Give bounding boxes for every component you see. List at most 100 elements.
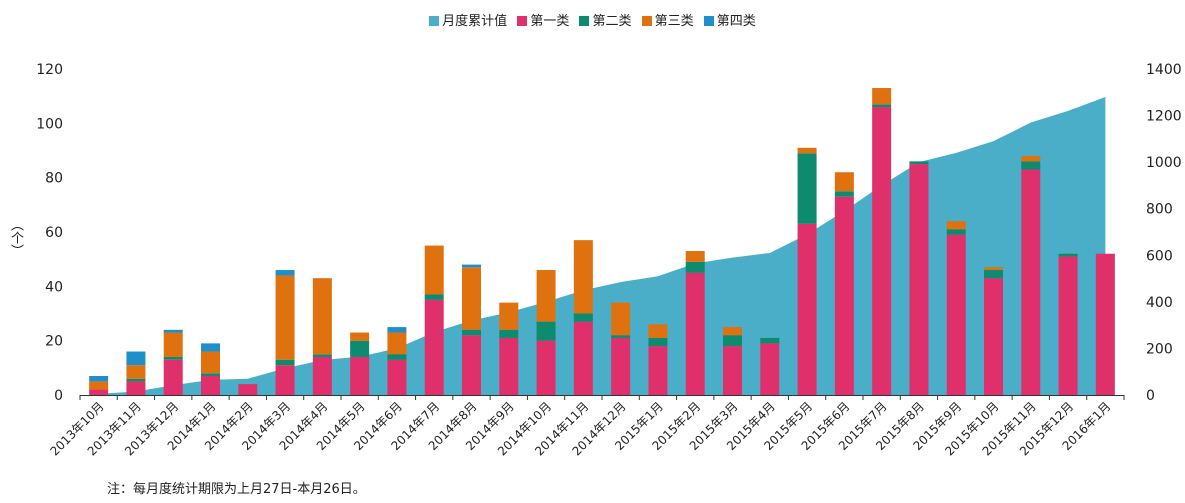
bar-segment-series-2 — [909, 161, 929, 165]
bar-segment-series-1 — [387, 359, 407, 395]
bar-segment-series-1 — [909, 164, 929, 395]
bar-segment-series-1 — [760, 343, 780, 395]
y-right-tick-label: 600 — [1146, 248, 1173, 264]
bar-segment-series-2 — [536, 321, 556, 341]
bar-segment-series-1 — [1095, 253, 1115, 395]
bar-segment-series-1 — [1021, 169, 1041, 395]
bar-segment-series-4 — [275, 270, 295, 276]
legend-label-series-2: 第二类 — [592, 14, 632, 29]
bar-segment-series-3 — [797, 147, 817, 154]
bar-segment-series-1 — [611, 337, 631, 395]
y-right-tick-label: 400 — [1146, 295, 1173, 311]
bar-segment-series-2 — [946, 229, 966, 235]
bar-segment-series-3 — [984, 267, 1003, 271]
bar-segment-series-2 — [760, 337, 780, 344]
bar-segment-series-1 — [89, 389, 109, 395]
legend-label-area: 月度累计值 — [442, 14, 508, 29]
bar-segment-series-2 — [723, 335, 742, 347]
y-left-tick-label: 60 — [45, 225, 63, 241]
bar-segment-series-3 — [462, 267, 481, 330]
bar-segment-series-1 — [163, 359, 183, 395]
bar-segment-series-3 — [573, 240, 593, 314]
bar-segment-series-3 — [350, 332, 370, 341]
legend-label-series-4: 第四类 — [716, 14, 756, 29]
bar-segment-series-3 — [872, 88, 892, 105]
bar-segment-series-3 — [685, 251, 705, 262]
bar-segment-series-3 — [126, 365, 146, 379]
bar-segment-series-2 — [275, 359, 295, 366]
y-right-tick-label: 200 — [1146, 341, 1173, 357]
bar-segment-series-2 — [462, 329, 481, 336]
bar-segment-series-2 — [126, 378, 146, 382]
legend-label-series-1: 第一类 — [530, 14, 570, 29]
bar-segment-series-1 — [1058, 256, 1078, 395]
bar-segment-series-1 — [275, 365, 295, 395]
legend-label-series-3: 第三类 — [654, 14, 694, 29]
y-left-tick-label: 0 — [54, 388, 63, 404]
bar-segment-series-1 — [499, 337, 519, 395]
legend-swatch-area — [429, 16, 440, 26]
bar-segment-series-3 — [312, 278, 332, 355]
bar-segment-series-4 — [387, 327, 407, 333]
y-left-tick-label: 120 — [36, 62, 63, 78]
y-left-tick-label: 20 — [45, 334, 63, 350]
legend-item-series-1[interactable]: 第一类 — [517, 10, 569, 29]
bar-segment-series-2 — [1021, 161, 1041, 170]
legend-swatch-series-2 — [579, 16, 590, 26]
bar-segment-series-1 — [424, 299, 444, 395]
footnote: 注：每月度统计期限为上月27日-本月26日。 — [107, 482, 366, 497]
bar-segment-series-2 — [573, 313, 593, 322]
bar-segment-series-2 — [984, 270, 1003, 279]
legend-item-area[interactable]: 月度累计值 — [429, 10, 507, 29]
bar-segment-series-2 — [797, 153, 817, 224]
chart-legend: 月度累计值 第一类 第二类 第三类 第四类 — [0, 10, 1185, 29]
bar-segment-series-3 — [834, 172, 854, 192]
bar-segment-series-1 — [536, 340, 556, 395]
legend-item-series-2[interactable]: 第二类 — [579, 10, 632, 29]
bar-segment-series-1 — [946, 234, 966, 395]
bar-segment-series-4 — [462, 264, 481, 268]
legend-swatch-series-4 — [703, 16, 714, 26]
bar-segment-series-3 — [89, 381, 109, 390]
bar-segment-series-3 — [536, 270, 556, 322]
bar-segment-series-4 — [89, 375, 109, 382]
bar-segment-series-3 — [387, 332, 407, 355]
legend-swatch-series-1 — [517, 16, 528, 26]
bar-segment-series-1 — [462, 335, 481, 395]
bar-segment-series-3 — [201, 351, 220, 374]
bar-segment-series-2 — [424, 294, 444, 300]
y-right-tick-label: 800 — [1146, 202, 1173, 218]
bar-segment-series-2 — [834, 191, 854, 197]
bar-segment-series-3 — [424, 245, 444, 295]
bar-segment-series-1 — [723, 346, 742, 395]
bar-segment-series-1 — [126, 381, 146, 395]
y-axis-unit-label: （个） — [8, 218, 23, 257]
bar-segment-series-1 — [201, 375, 220, 395]
bar-segment-series-1 — [797, 223, 817, 395]
bar-segment-series-2 — [872, 104, 892, 108]
bar-segment-series-2 — [648, 337, 668, 347]
bar-segment-series-1 — [984, 278, 1003, 395]
legend-item-series-4[interactable]: 第四类 — [703, 10, 756, 29]
bar-segment-series-1 — [685, 272, 705, 395]
bar-segment-series-1 — [872, 107, 892, 396]
y-left-tick-label: 40 — [45, 279, 63, 295]
bar-segment-series-4 — [201, 343, 220, 352]
bar-segment-series-2 — [350, 340, 370, 357]
bar-segment-series-3 — [499, 302, 519, 330]
y-right-tick-label: 1200 — [1146, 109, 1182, 125]
bar-segment-series-1 — [238, 384, 258, 395]
y-right-tick-label: 1400 — [1146, 62, 1182, 78]
bar-segment-series-1 — [350, 356, 370, 395]
legend-item-series-3[interactable]: 第三类 — [641, 10, 694, 29]
y-right-tick-label: 1000 — [1146, 155, 1182, 171]
bar-segment-series-2 — [163, 356, 183, 360]
bar-segment-series-4 — [163, 329, 183, 333]
y-left-tick-label: 80 — [45, 171, 63, 187]
y-left-tick-label: 100 — [36, 116, 63, 132]
legend-swatch-series-3 — [641, 16, 652, 26]
bar-segment-series-2 — [312, 354, 332, 357]
bar-segment-series-2 — [387, 354, 407, 360]
bar-segment-series-4 — [126, 351, 146, 366]
